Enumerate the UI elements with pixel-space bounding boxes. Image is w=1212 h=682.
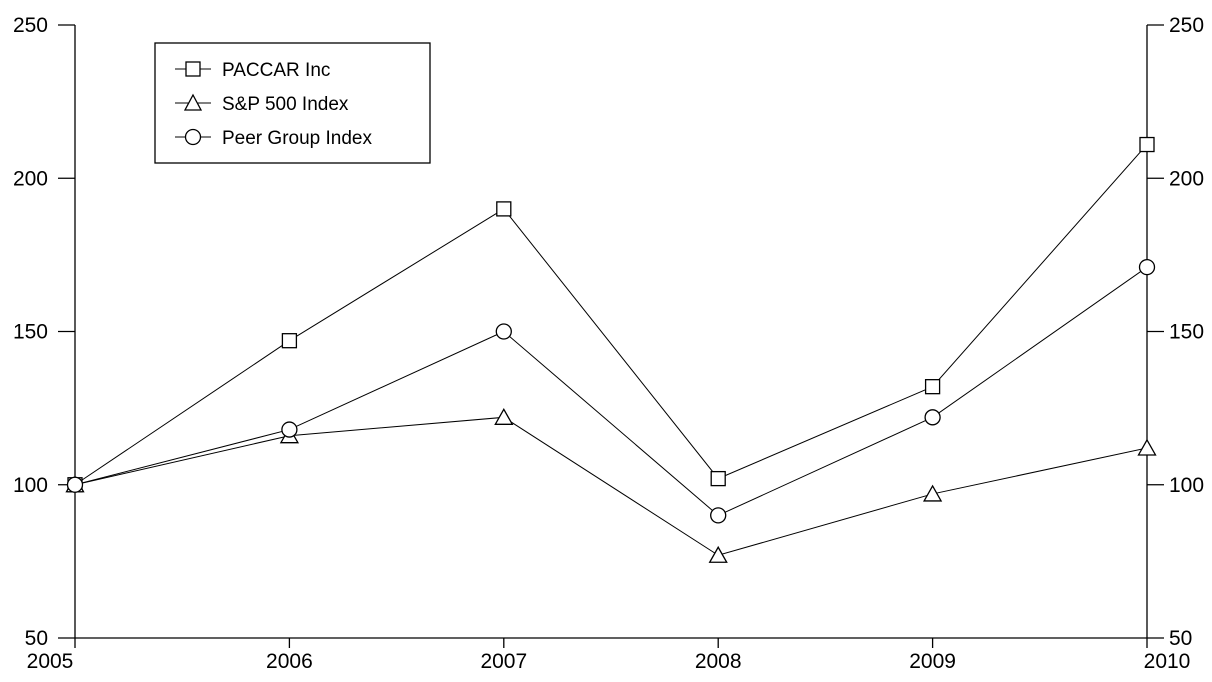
data-point-square — [710, 470, 726, 487]
circle-icon — [184, 128, 202, 146]
data-point-circle — [281, 421, 298, 438]
data-point-circle — [66, 476, 84, 493]
series-lines — [74, 144, 1148, 556]
legend-label-3: Peer Group Index — [222, 128, 372, 149]
left-y-tick-label: 50 — [25, 627, 48, 650]
data-point-circle — [710, 507, 727, 524]
legend-entry-1: PACCAR Inc — [175, 60, 330, 81]
legend-entry-3: Peer Group Index — [175, 128, 372, 149]
right-y-tick-label: 100 — [1169, 474, 1204, 497]
series-line-1 — [74, 144, 1148, 486]
right-y-tick-label: 50 — [1169, 627, 1192, 650]
right-y-tick-labels: 50 100 150 200 250 — [1169, 14, 1204, 650]
triangle-icon — [183, 93, 203, 111]
data-point-circle — [495, 323, 512, 340]
chart-axes — [58, 24, 1164, 648]
data-point-square — [1139, 136, 1155, 153]
x-tick-label: 2005 — [27, 650, 74, 673]
x-tick-label: 2008 — [695, 650, 742, 673]
left-y-tick-label: 200 — [13, 167, 48, 190]
data-point-square — [281, 333, 298, 349]
left-y-tick-labels: 50 100 150 200 250 — [13, 14, 48, 650]
legend-label-2: S&P 500 Index — [222, 94, 349, 115]
data-point-circle — [1138, 258, 1156, 276]
series-markers — [65, 136, 1157, 563]
data-point-square — [924, 379, 941, 395]
series-line-3 — [74, 266, 1148, 516]
data-point-triangle — [708, 545, 728, 563]
right-y-tick-label: 200 — [1169, 167, 1204, 190]
x-tick-label: 2007 — [480, 650, 527, 673]
left-y-tick-label: 100 — [13, 474, 48, 497]
square-icon — [185, 61, 201, 77]
x-tick-label: 2009 — [909, 650, 956, 673]
data-point-triangle — [922, 484, 943, 502]
right-y-tick-label: 250 — [1169, 14, 1204, 37]
series-line-2 — [74, 416, 1148, 556]
left-y-tick-label: 150 — [13, 321, 48, 344]
legend: PACCAR Inc S&P 500 Index Peer Group Inde… — [154, 42, 431, 164]
data-point-circle — [924, 409, 941, 426]
data-point-square — [496, 201, 512, 217]
right-y-tick-label: 150 — [1169, 321, 1204, 344]
data-point-triangle — [494, 408, 514, 425]
x-tick-label: 2010 — [1144, 650, 1191, 673]
data-point-triangle — [1137, 438, 1157, 456]
legend-label-1: PACCAR Inc — [222, 60, 330, 81]
left-y-tick-label: 250 — [13, 14, 48, 37]
x-tick-label: 2006 — [266, 650, 313, 673]
x-tick-labels: 2005 2006 2007 2008 2009 2010 — [27, 650, 1191, 673]
legend-entry-2: S&P 500 Index — [175, 93, 349, 115]
